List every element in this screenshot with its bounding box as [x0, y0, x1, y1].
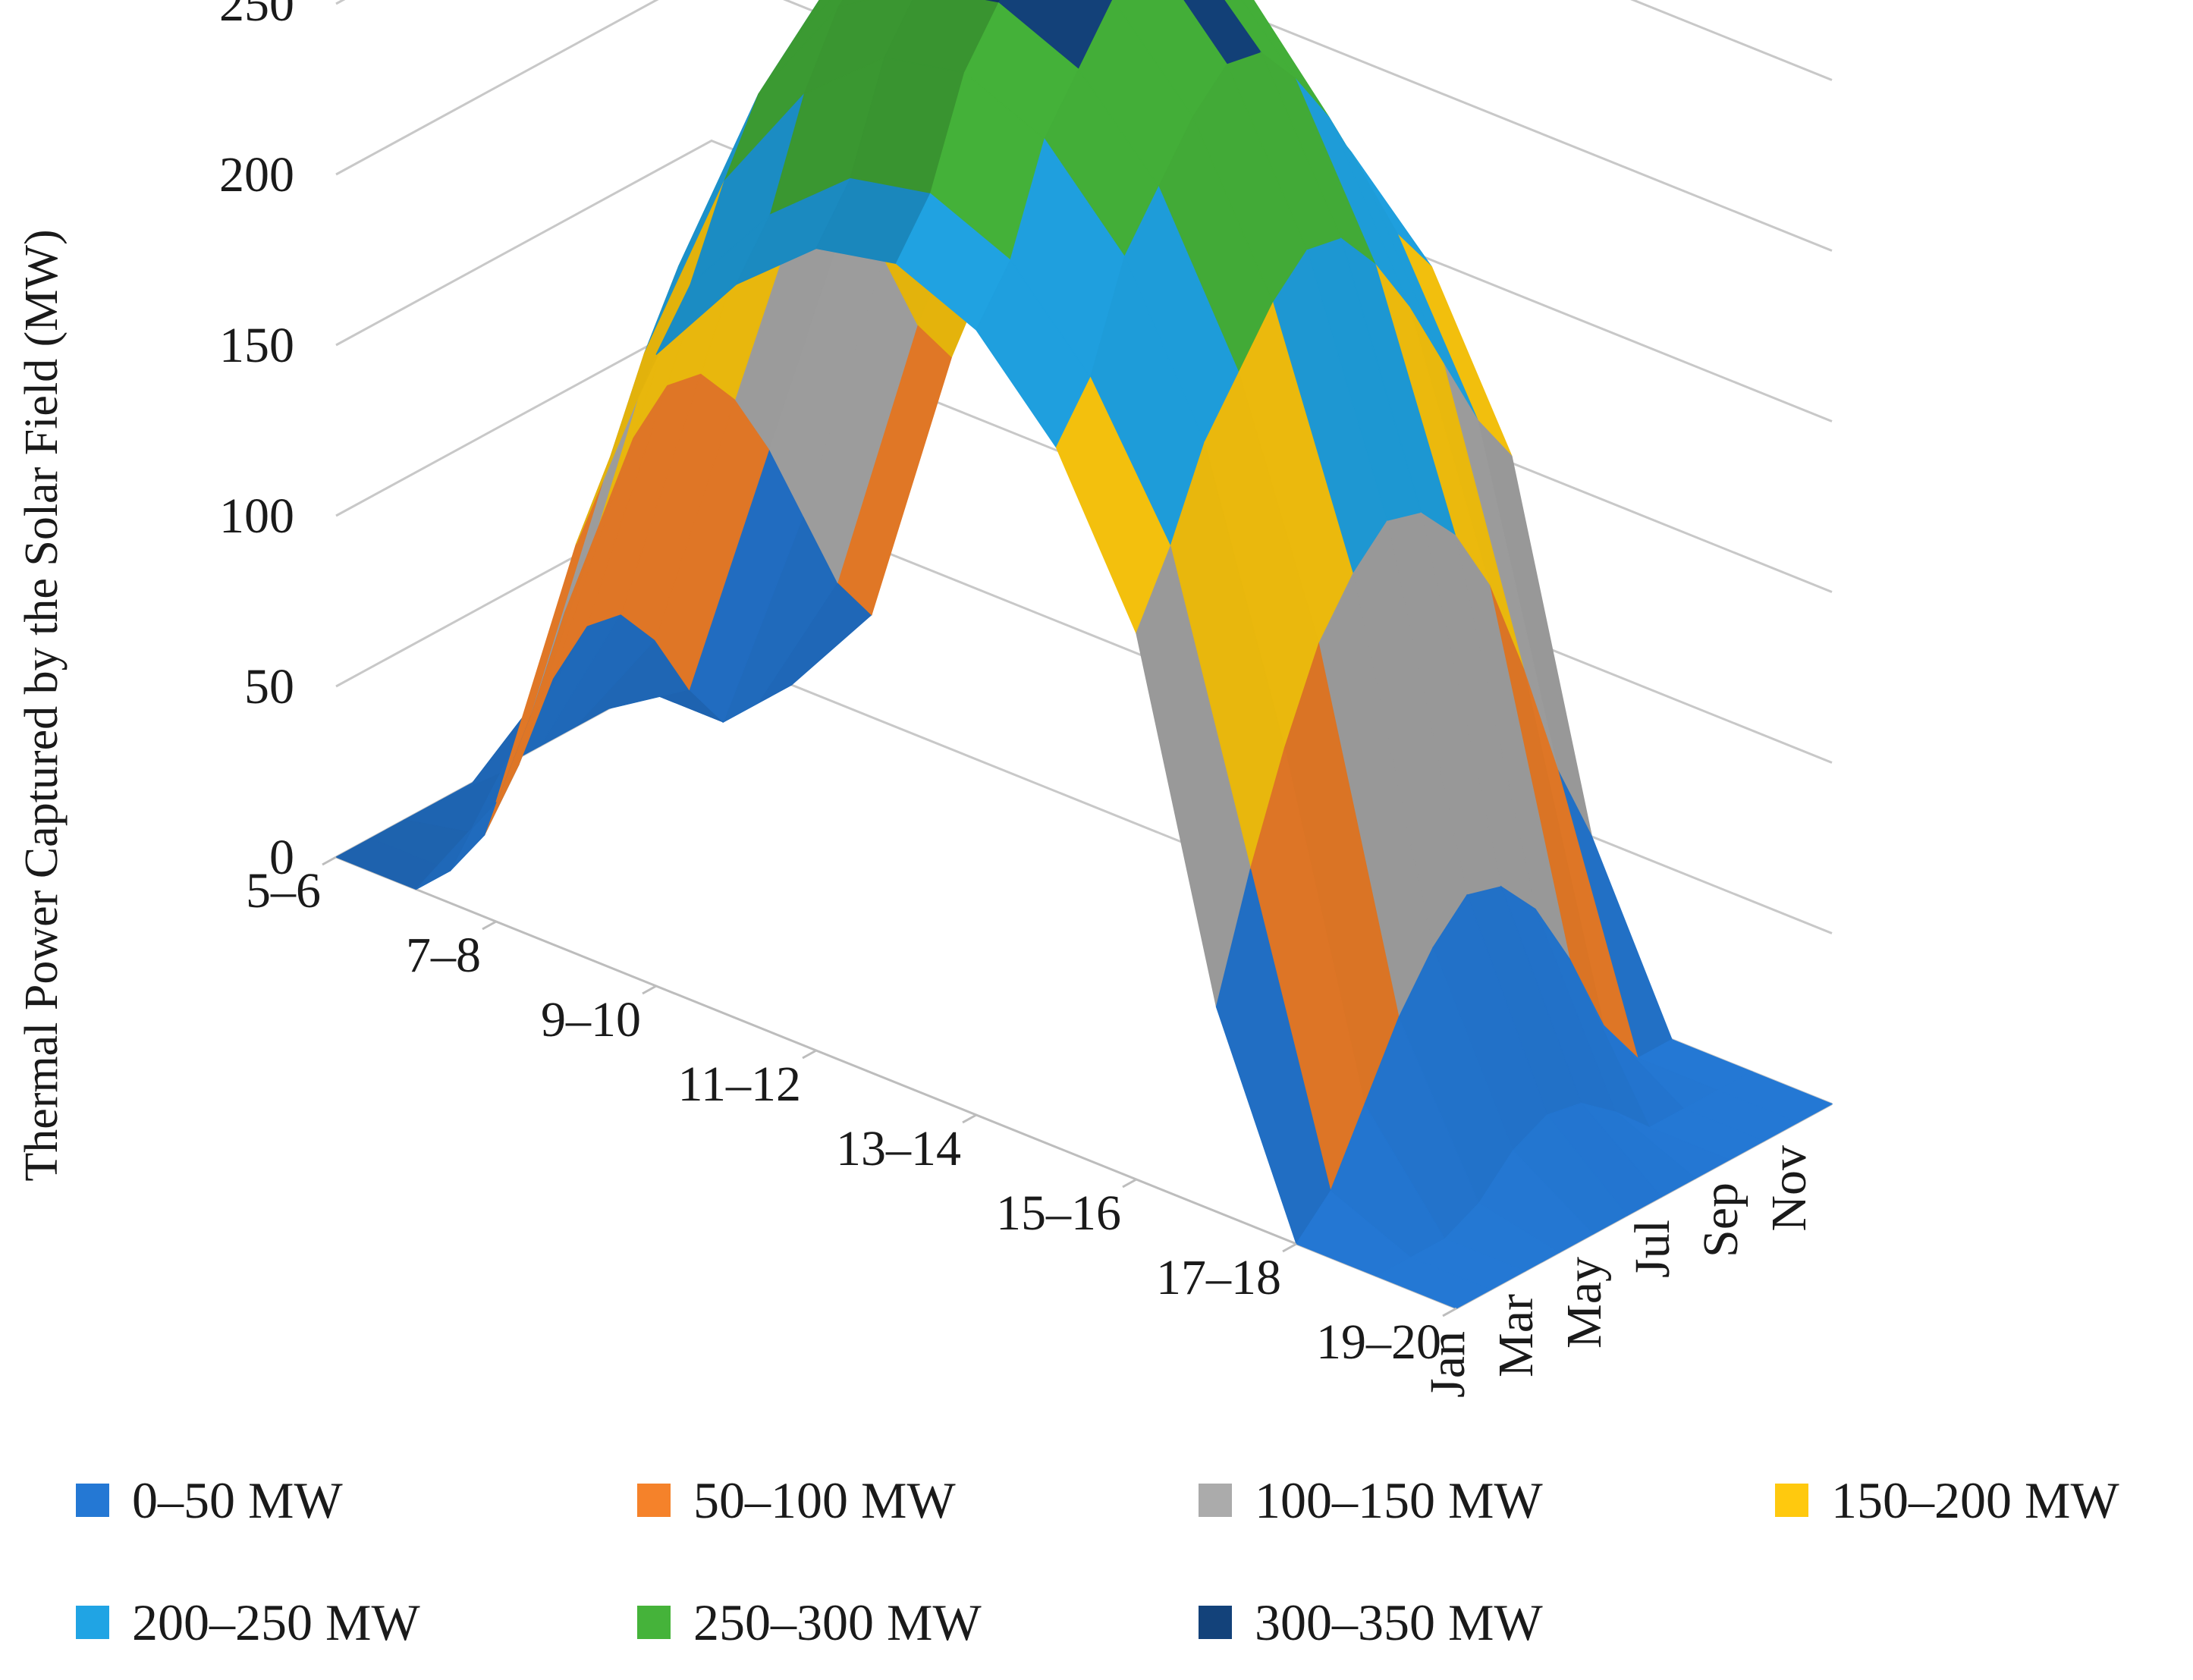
hour-tick-mark	[322, 856, 337, 866]
hour-tick-label: 7–8	[406, 928, 481, 983]
hour-axis-ticks: 5–6 7–8 9–10 11–12 13–14 15–16 17–18 19–20	[246, 856, 1457, 1370]
hour-tick-mark	[962, 1113, 977, 1124]
z-axis-ticks: 050100150200250300350	[219, 0, 294, 885]
legend-swatch	[1199, 1606, 1232, 1639]
legend: 0–50 MW 50–100 MW 100–150 MW 150–200 MW 200–…	[76, 1471, 2185, 1669]
legend-label: 150–200 MW	[1831, 1471, 2119, 1529]
z-tick-label: 100	[219, 488, 294, 544]
surface-plot	[335, 0, 1833, 1309]
hour-tick-label: 19–20	[1316, 1314, 1441, 1370]
legend-item: 0–50 MW	[76, 1471, 637, 1529]
legend-swatch	[637, 1606, 671, 1639]
legend-label: 0–50 MW	[132, 1471, 343, 1529]
legend-item: 250–300 MW	[637, 1594, 1199, 1651]
legend-swatch	[76, 1484, 109, 1517]
hour-tick-label: 9–10	[541, 992, 641, 1047]
legend-label: 250–300 MW	[693, 1593, 982, 1651]
legend-label: 100–150 MW	[1255, 1471, 1543, 1529]
month-tick-label: May	[1557, 1257, 1612, 1349]
hour-tick-label: 15–16	[996, 1185, 1121, 1241]
month-tick-label: Jul	[1625, 1220, 1680, 1278]
legend-label: 200–250 MW	[132, 1593, 420, 1651]
month-tick-label: Mar	[1488, 1294, 1544, 1377]
hour-tick-label: 11–12	[677, 1057, 801, 1112]
legend-item: 50–100 MW	[637, 1471, 1199, 1529]
hour-tick-mark	[1122, 1178, 1137, 1189]
hour-axis-line	[335, 856, 1457, 1310]
z-gridline	[335, 0, 1833, 422]
z-gridline	[335, 0, 1833, 252]
hour-tick-mark	[1282, 1242, 1297, 1253]
z-tick-label: 250	[219, 0, 294, 32]
legend-swatch	[1775, 1484, 1808, 1517]
hour-tick-mark	[802, 1049, 817, 1060]
hour-tick-mark	[642, 984, 657, 995]
legend-item: 200–250 MW	[76, 1594, 637, 1651]
legend-swatch	[1199, 1484, 1232, 1517]
z-tick-label: 50	[244, 659, 294, 714]
month-tick-label: Jan	[1420, 1331, 1475, 1398]
hour-tick-label: 5–6	[246, 863, 321, 919]
legend-item: 300–350 MW	[1199, 1594, 1775, 1651]
hour-tick-mark	[482, 920, 497, 931]
legend-label: 300–350 MW	[1255, 1593, 1543, 1651]
month-tick-label: Sep	[1693, 1182, 1748, 1258]
legend-swatch	[76, 1606, 109, 1639]
hour-tick-label: 17–18	[1156, 1250, 1281, 1305]
legend-label: 50–100 MW	[693, 1471, 956, 1529]
hour-tick-label: 13–14	[836, 1121, 961, 1176]
month-tick-label: Nov	[1761, 1145, 1817, 1232]
z-axis-title: Thermal Power Captured by the Solar Fiel…	[16, 229, 68, 1181]
legend-swatch	[637, 1484, 671, 1517]
z-tick-label: 150	[219, 318, 294, 373]
z-tick-label: 200	[219, 147, 294, 203]
legend-item: 150–200 MW	[1775, 1471, 2185, 1529]
surface-cell	[1375, 1257, 1492, 1309]
hour-tick-mark	[1442, 1307, 1457, 1317]
legend-item: 100–150 MW	[1199, 1471, 1775, 1529]
z-tick-label: 0	[269, 830, 294, 885]
